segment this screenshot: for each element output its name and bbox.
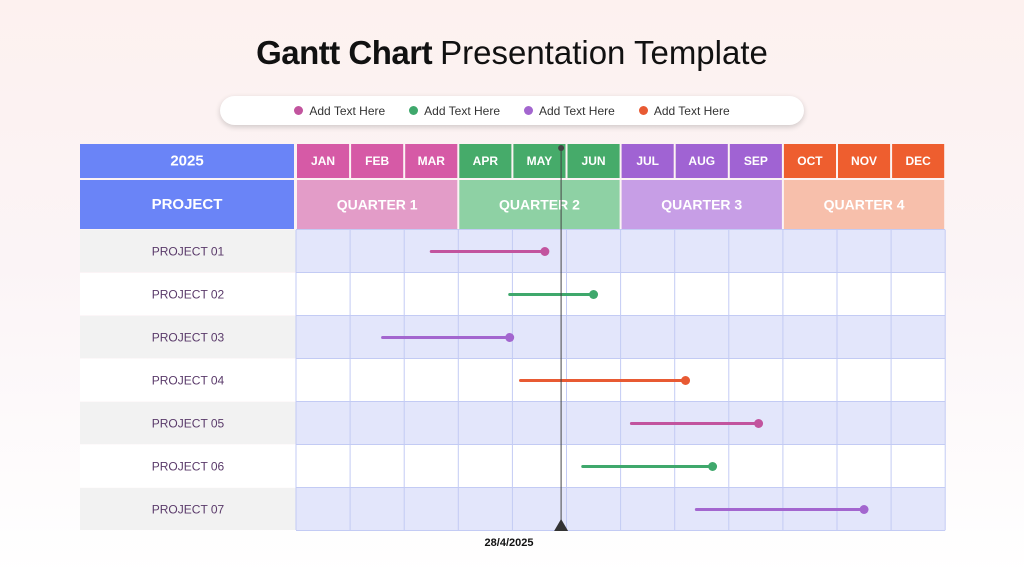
row-label-cell: [80, 445, 296, 487]
month-header-cell: [838, 144, 891, 178]
row-label-cell: [80, 230, 296, 272]
month-header-cell: [729, 144, 782, 178]
legend-dot-icon: [294, 106, 304, 115]
quarter-label: QUARTER 2: [499, 197, 580, 213]
month-label: JAN: [311, 154, 335, 168]
project-header-label: PROJECT: [152, 196, 223, 213]
gantt-bar-end-dot: [505, 333, 515, 342]
legend-label: Add Text Here: [653, 103, 730, 118]
quarter-label: QUARTER 4: [824, 197, 905, 213]
gantt-bar-end-dot: [681, 376, 691, 385]
title-bold: Gantt Chart: [256, 34, 433, 71]
quarter-header-cell: [459, 180, 620, 229]
legend-item: Add Text Here: [524, 104, 615, 118]
legend: Add Text Here Add Text Here Add Text Her…: [220, 96, 804, 125]
gantt-bar-end-dot: [708, 462, 718, 471]
project-header-cell: [80, 180, 294, 229]
row-label-cell: [80, 402, 296, 444]
month-header-cell: [675, 144, 728, 178]
month-header-cell: [351, 144, 404, 178]
project-label: PROJECT 03: [152, 331, 225, 345]
project-label: PROJECT 05: [152, 417, 225, 431]
quarter-header-cell: [783, 180, 945, 229]
month-header-cell: [459, 144, 512, 178]
month-header-cell: [892, 144, 945, 178]
legend-label: Add Text Here: [539, 103, 615, 118]
quarter-label: QUARTER 1: [337, 197, 418, 213]
today-line-top-dot: [558, 145, 565, 151]
month-label: OCT: [797, 154, 823, 168]
project-label: PROJECT 07: [152, 503, 225, 517]
legend-item: Add Text Here: [409, 104, 500, 118]
project-label: PROJECT 01: [152, 245, 225, 259]
month-header-cell: [405, 144, 458, 178]
month-label: SEP: [744, 154, 768, 168]
month-header-cell: [783, 144, 836, 178]
legend-label: Add Text Here: [424, 103, 500, 118]
month-label: NOV: [851, 154, 877, 168]
month-header-cell: [567, 144, 620, 178]
month-label: FEB: [365, 154, 389, 168]
row-label-cell: [80, 488, 296, 530]
quarter-header-cell: [297, 180, 458, 229]
legend-label: Add Text Here: [309, 103, 386, 118]
today-date-label: 28/4/2025: [484, 537, 534, 549]
quarter-label: QUARTER 3: [661, 197, 742, 213]
gantt-bar-end-dot: [859, 505, 869, 514]
month-header-cell: [297, 144, 350, 178]
year-header-cell: [80, 144, 294, 178]
title-light: Presentation Template: [440, 34, 768, 71]
month-header-cell: [621, 144, 674, 178]
legend-dot-icon: [638, 106, 648, 115]
project-label: PROJECT 06: [152, 460, 225, 474]
legend-item: Add Text Here: [294, 104, 385, 118]
month-label: MAY: [527, 154, 553, 168]
legend-dot-icon: [524, 106, 533, 115]
month-label: JUL: [636, 154, 659, 168]
project-label: PROJECT 04: [152, 374, 225, 388]
month-label: JUN: [582, 154, 606, 168]
project-label: PROJECT 02: [152, 288, 225, 302]
month-header-cell: [513, 144, 566, 178]
gantt-bar-end-dot: [754, 419, 764, 428]
page-title: Gantt Chart Presentation Template: [0, 34, 1024, 72]
row-label-cell: [80, 359, 296, 401]
month-label: DEC: [905, 154, 931, 168]
year-label: 2025: [170, 153, 203, 170]
gantt-bar-end-dot: [589, 290, 599, 299]
quarter-header-cell: [621, 180, 782, 229]
row-label-cell: [80, 273, 296, 315]
month-label: APR: [473, 154, 499, 168]
month-label: AUG: [688, 154, 715, 168]
legend-item: Add Text Here: [638, 103, 730, 118]
today-marker-icon: [554, 519, 569, 531]
month-label: MAR: [418, 154, 446, 168]
row-label-cell: [80, 316, 296, 358]
gantt-bar-end-dot: [540, 247, 550, 256]
legend-dot-icon: [409, 106, 419, 115]
